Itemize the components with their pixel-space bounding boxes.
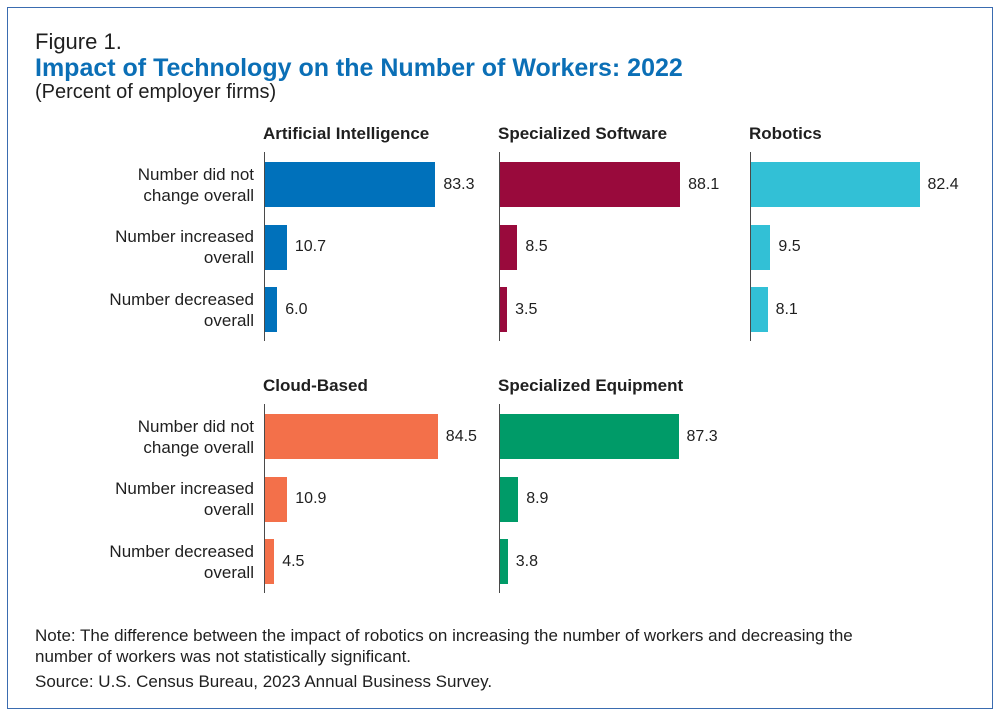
bar-artificial-intelligence-number-increased-overall: [265, 224, 287, 270]
value-label-specialized-software-number-did-not-change-overall: 88.1: [688, 175, 720, 193]
figure-source: Source: U.S. Census Bureau, 2023 Annual …: [35, 672, 493, 691]
value-label-artificial-intelligence-number-increased-overall: 10.7: [294, 238, 327, 255]
bar-artificial-intelligence-number-did-not-change-overall: [265, 162, 436, 207]
panel-specialized-equipment: Specialized Equipment 87.3 8.9 3.8: [498, 375, 734, 593]
value-label-specialized-software-number-increased-overall: 8.5: [525, 238, 548, 255]
value-label-robotics-number-increased-overall: 9.5: [778, 238, 801, 255]
value-label-specialized-equipment-number-did-not-change-overall: 87.3: [686, 427, 718, 445]
chart-subtitle: (Percent of employer firms): [35, 81, 277, 103]
category-label-number-increased-overall: Number increased overall: [115, 479, 254, 519]
category-labels-row-2: Number did not change overall Number incr…: [94, 375, 254, 593]
bar-robotics-number-did-not-change-overall: [751, 162, 920, 207]
bar-specialized-software-number-increased-overall: [500, 224, 518, 270]
category-label-number-increased-overall: Number increased overall: [115, 227, 254, 267]
value-label-specialized-software-number-decreased-overall: 3.5: [515, 300, 538, 318]
category-label-number-did-not-change-overall: Number did not change overall: [137, 416, 254, 457]
axis-line-cloud-based: [264, 404, 265, 593]
category-label-number-decreased-overall: Number decreased overall: [109, 289, 254, 330]
category-labels-row-1: Number did not change overall Number incr…: [94, 123, 254, 341]
panel-cloud-based: Cloud-Based 84.5 10.9 4.5: [263, 375, 499, 593]
figure-note: Note: The difference between the impact …: [35, 626, 853, 666]
value-label-specialized-equipment-number-decreased-overall: 3.8: [515, 552, 539, 570]
bar-robotics-number-increased-overall: [751, 224, 771, 270]
bar-specialized-software-number-decreased-overall: [500, 287, 508, 332]
axis-line-robotics: [750, 152, 751, 341]
chart-title: Impact of Technology on the Number of Wo…: [35, 54, 683, 82]
axis-line-specialized-equipment: [499, 404, 500, 593]
panel-artificial-intelligence: Artificial Intelligence 83.3 10.7 6.0: [263, 123, 499, 341]
category-label-number-did-not-change-overall: Number did not change overall: [137, 164, 254, 205]
panel-title-specialized-software: Specialized Software: [498, 124, 668, 143]
figure-label: Figure 1.: [35, 29, 122, 54]
panel-robotics: Robotics 82.4 9.5 8.1: [749, 123, 985, 341]
value-label-artificial-intelligence-number-did-not-change-overall: 83.3: [443, 175, 475, 193]
bar-cloud-based-number-decreased-overall: [265, 539, 275, 584]
value-label-robotics-number-did-not-change-overall: 82.4: [927, 175, 959, 193]
value-label-robotics-number-decreased-overall: 8.1: [775, 300, 798, 318]
axis-line-artificial-intelligence: [264, 152, 265, 341]
bar-specialized-equipment-number-increased-overall: [500, 476, 519, 522]
bar-specialized-equipment-number-did-not-change-overall: [500, 414, 679, 459]
category-label-number-decreased-overall: Number decreased overall: [109, 541, 254, 582]
panel-title-artificial-intelligence: Artificial Intelligence: [263, 124, 430, 143]
bar-specialized-software-number-did-not-change-overall: [500, 162, 681, 207]
value-label-cloud-based-number-increased-overall: 10.9: [295, 490, 327, 507]
panel-specialized-software: Specialized Software 88.1 8.5 3.5: [498, 123, 734, 341]
axis-line-specialized-software: [499, 152, 500, 341]
bar-robotics-number-decreased-overall: [751, 287, 768, 332]
figure-frame: [7, 7, 993, 709]
panel-title-cloud-based: Cloud-Based: [263, 376, 368, 395]
bar-cloud-based-number-did-not-change-overall: [265, 414, 438, 459]
value-label-cloud-based-number-decreased-overall: 4.5: [282, 552, 305, 570]
panel-title-robotics: Robotics: [749, 124, 822, 143]
panel-title-specialized-equipment: Specialized Equipment: [498, 376, 684, 395]
bar-artificial-intelligence-number-decreased-overall: [265, 287, 278, 332]
value-label-specialized-equipment-number-increased-overall: 8.9: [526, 490, 549, 507]
bar-specialized-equipment-number-decreased-overall: [500, 539, 508, 584]
chart-area: Number did not change overall Number incr…: [94, 123, 985, 593]
value-label-artificial-intelligence-number-decreased-overall: 6.0: [285, 300, 308, 318]
bar-cloud-based-number-increased-overall: [265, 476, 288, 522]
value-label-cloud-based-number-did-not-change-overall: 84.5: [445, 427, 477, 445]
